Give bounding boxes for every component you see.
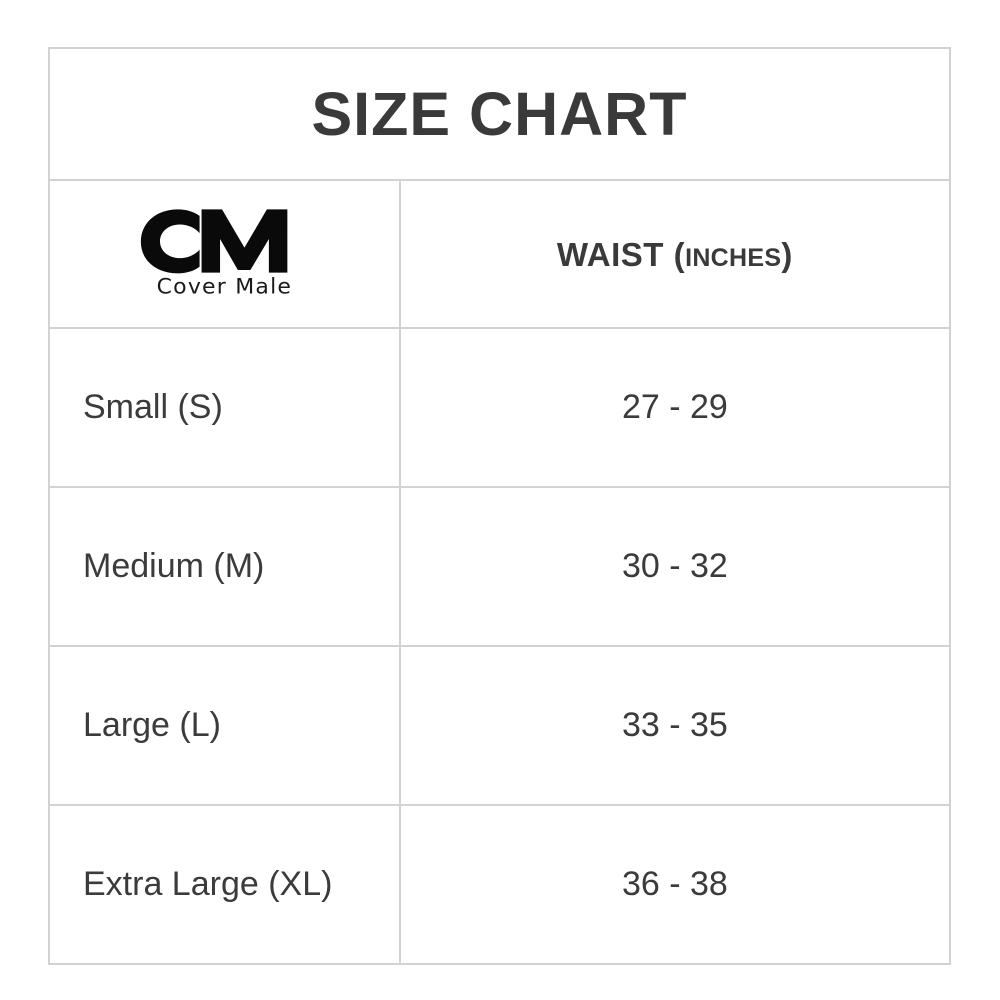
waist-value-cell: 30 - 32	[398, 486, 952, 647]
brand-logo: Cover Male	[138, 208, 310, 300]
waist-value-label: 30 - 32	[621, 546, 728, 585]
page-title: SIZE CHART	[311, 79, 688, 148]
waist-value-label: 33 - 35	[621, 705, 728, 744]
size-name-label: Small (S)	[83, 387, 223, 426]
size-name-label: Large (L)	[83, 705, 221, 744]
size-name-cell: Large (L)	[48, 645, 401, 806]
size-name-cell: Small (S)	[48, 327, 401, 488]
waist-header-unit: INCHES	[685, 243, 782, 272]
title-cell: SIZE CHART	[48, 47, 951, 181]
waist-value-cell: 36 - 38	[398, 804, 952, 965]
logo-cell: Cover Male	[48, 179, 401, 329]
size-name-label: Medium (M)	[83, 546, 265, 585]
table-row: Small (S) 27 - 29	[48, 327, 952, 488]
waist-value-label: 27 - 29	[621, 387, 728, 426]
waist-header-label: WAIST (INCHES)	[401, 238, 949, 271]
waist-header-open-paren: (	[663, 235, 686, 273]
waist-value-cell: 27 - 29	[398, 327, 952, 488]
title-row: SIZE CHART	[48, 47, 951, 181]
size-chart-table: SIZE CHART Co	[48, 47, 952, 965]
waist-header-close-paren: )	[781, 235, 793, 273]
brand-name-label: Cover Male	[156, 275, 293, 300]
table-row: Large (L) 33 - 35	[48, 645, 952, 806]
waist-header-main: WAIST	[556, 235, 664, 273]
size-name-label: Extra Large (XL)	[83, 864, 333, 903]
size-name-cell: Extra Large (XL)	[48, 804, 401, 965]
waist-value-cell: 33 - 35	[398, 645, 952, 806]
waist-header-cell: WAIST (INCHES)	[398, 179, 952, 329]
waist-value-label: 36 - 38	[621, 864, 728, 903]
cm-monogram-icon	[138, 208, 310, 274]
table-header-row: Cover Male WAIST (INCHES)	[48, 179, 952, 329]
size-name-cell: Medium (M)	[48, 486, 401, 647]
table-row: Medium (M) 30 - 32	[48, 486, 952, 647]
table-row: Extra Large (XL) 36 - 38	[48, 804, 952, 965]
